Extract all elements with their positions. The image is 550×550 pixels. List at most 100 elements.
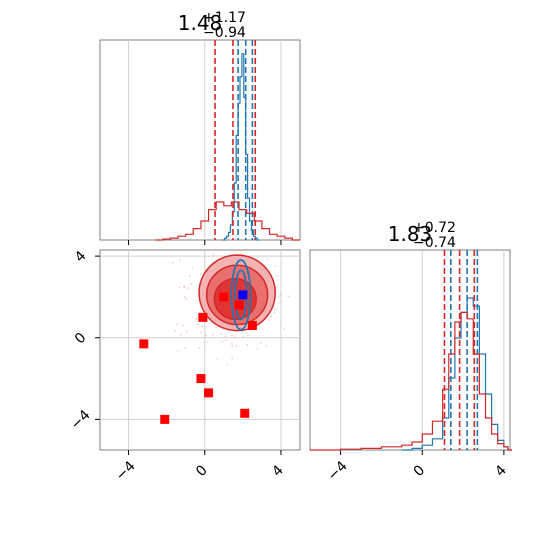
scatter-sample-point-25 — [174, 330, 177, 332]
param2-histogram-frame — [309, 249, 511, 451]
scatter-sample-point-154 — [234, 246, 236, 248]
scatter-sample-point-38 — [178, 286, 181, 289]
scatter-sample-point-59 — [231, 342, 233, 345]
param1-title-median: 1.48 — [178, 11, 223, 35]
param2-title-median: 1.83 — [388, 222, 433, 246]
scatter-sample-point-93 — [246, 343, 249, 346]
scatter-sample-point-20 — [200, 331, 203, 334]
scatter-sample-point-39 — [231, 345, 234, 348]
scatter-ytick-label-1: 0 — [72, 330, 90, 348]
scatter-plot-area — [139, 242, 300, 424]
scatter-sample-point-55 — [200, 247, 202, 249]
scatter-sample-point-106 — [256, 347, 259, 350]
scatter-sample-point-128 — [283, 328, 286, 331]
scatter-sample-point-123 — [183, 295, 186, 298]
scatter-sample-point-33 — [212, 333, 214, 336]
param2-xtick-label-0: −4 — [325, 458, 351, 484]
scatter-sample-point-126 — [279, 321, 282, 324]
scatter-sample-point-70 — [299, 331, 300, 333]
scatter-sample-point-90 — [216, 358, 219, 360]
scatter-sample-point-79 — [189, 275, 191, 278]
scatter-sample-point-60 — [199, 273, 202, 276]
red-square-marker-4 — [240, 408, 250, 418]
scatter-sample-point-160 — [191, 266, 194, 269]
scatter-sample-point-92 — [273, 311, 276, 314]
scatter-sample-point-120 — [233, 336, 236, 339]
param2-title: 1.83 — [388, 222, 433, 246]
param2-xtick-label-1: 0 — [411, 462, 429, 480]
scatter-sample-point-71 — [287, 295, 290, 298]
scatter-sample-point-127 — [220, 333, 222, 335]
scatter-sample-point-118 — [224, 335, 227, 338]
blue-square-marker-0 — [238, 290, 248, 300]
scatter-sample-point-37 — [195, 318, 198, 320]
scatter-sample-point-177 — [198, 347, 201, 350]
param2-histogram-panel: −4 0 4 — [309, 249, 513, 484]
scatter-sample-point-61 — [184, 346, 186, 349]
scatter-sample-point-163 — [176, 349, 179, 352]
scatter-sample-point-40 — [247, 334, 250, 337]
scatter-sample-point-54 — [206, 341, 209, 344]
scatter-sample-point-138 — [265, 344, 268, 347]
red-square-marker-7 — [234, 300, 244, 310]
red-square-marker-0 — [139, 339, 149, 349]
scatter-sample-point-50 — [235, 345, 238, 348]
scatter-sample-point-162 — [183, 285, 185, 288]
param2-title-lower: −0.74 — [413, 235, 456, 251]
scatter-sample-point-142 — [266, 258, 269, 261]
scatter-sample-point-178 — [276, 274, 279, 277]
param1-title-upper: +1.17 — [203, 10, 246, 26]
param1-hist-series-1 — [155, 201, 300, 241]
scatter-sample-point-140 — [180, 333, 182, 336]
param1-title: 1.48 — [178, 11, 223, 35]
scatter-sample-point-122 — [201, 325, 204, 328]
scatter-sample-point-28 — [279, 293, 282, 296]
scatter-sample-point-9 — [187, 287, 190, 290]
scatter-sample-point-43 — [179, 258, 182, 261]
scatter-sample-point-13 — [259, 342, 262, 345]
param2-title-upper: +0.72 — [413, 220, 456, 236]
scatter-sample-point-21 — [226, 363, 229, 366]
red-square-marker-6 — [198, 312, 208, 322]
scatter-xtick-label-1: 0 — [193, 462, 211, 480]
scatter-sample-point-174 — [275, 308, 278, 311]
scatter-sample-point-109 — [215, 245, 217, 247]
scatter-sample-point-42 — [274, 265, 277, 267]
scatter-sample-point-168 — [175, 323, 178, 326]
scatter-sample-point-67 — [221, 340, 224, 343]
scatter-sample-point-56 — [210, 242, 212, 244]
scatter-sample-point-62 — [185, 297, 187, 300]
red-square-marker-2 — [196, 374, 206, 384]
scatter-sample-point-99 — [212, 250, 215, 252]
scatter-sample-point-77 — [182, 324, 185, 327]
scatter-sample-point-172 — [212, 254, 215, 257]
blue-contour-0 — [230, 259, 252, 331]
red-square-marker-5 — [219, 292, 229, 302]
scatter-sample-point-88 — [224, 339, 227, 342]
scatter-sample-point-131 — [197, 323, 200, 325]
scatter-sample-point-19 — [190, 283, 193, 285]
red-square-marker-1 — [160, 414, 170, 424]
scatter-sample-point-141 — [241, 330, 244, 333]
param1-vs-param2-scatter-panel: −4 0 4 −4 0 4 — [68, 242, 301, 484]
scatter-sample-point-145 — [171, 261, 174, 264]
scatter-sample-point-82 — [267, 318, 270, 321]
scatter-sample-point-103 — [231, 357, 234, 360]
param2-xtick-label-2: 4 — [492, 462, 510, 480]
scatter-sample-point-22 — [215, 326, 218, 329]
param1-title-lower: −0.94 — [203, 25, 246, 41]
scatter-sample-point-73 — [205, 334, 208, 337]
param1-histogram-panel — [99, 39, 301, 245]
scatter-sample-point-29 — [276, 250, 278, 252]
scatter-sample-point-101 — [242, 335, 245, 338]
red-square-marker-8 — [247, 321, 257, 331]
scatter-sample-point-153 — [280, 300, 283, 303]
scatter-ytick-label-0: −4 — [68, 407, 94, 433]
red-square-marker-3 — [204, 388, 214, 398]
scatter-ytick-label-2: 4 — [72, 248, 90, 266]
scatter-sample-point-78 — [231, 334, 233, 337]
scatter-sample-point-124 — [234, 250, 237, 252]
scatter-sample-point-89 — [185, 330, 188, 333]
scatter-xtick-label-0: −4 — [113, 458, 139, 484]
